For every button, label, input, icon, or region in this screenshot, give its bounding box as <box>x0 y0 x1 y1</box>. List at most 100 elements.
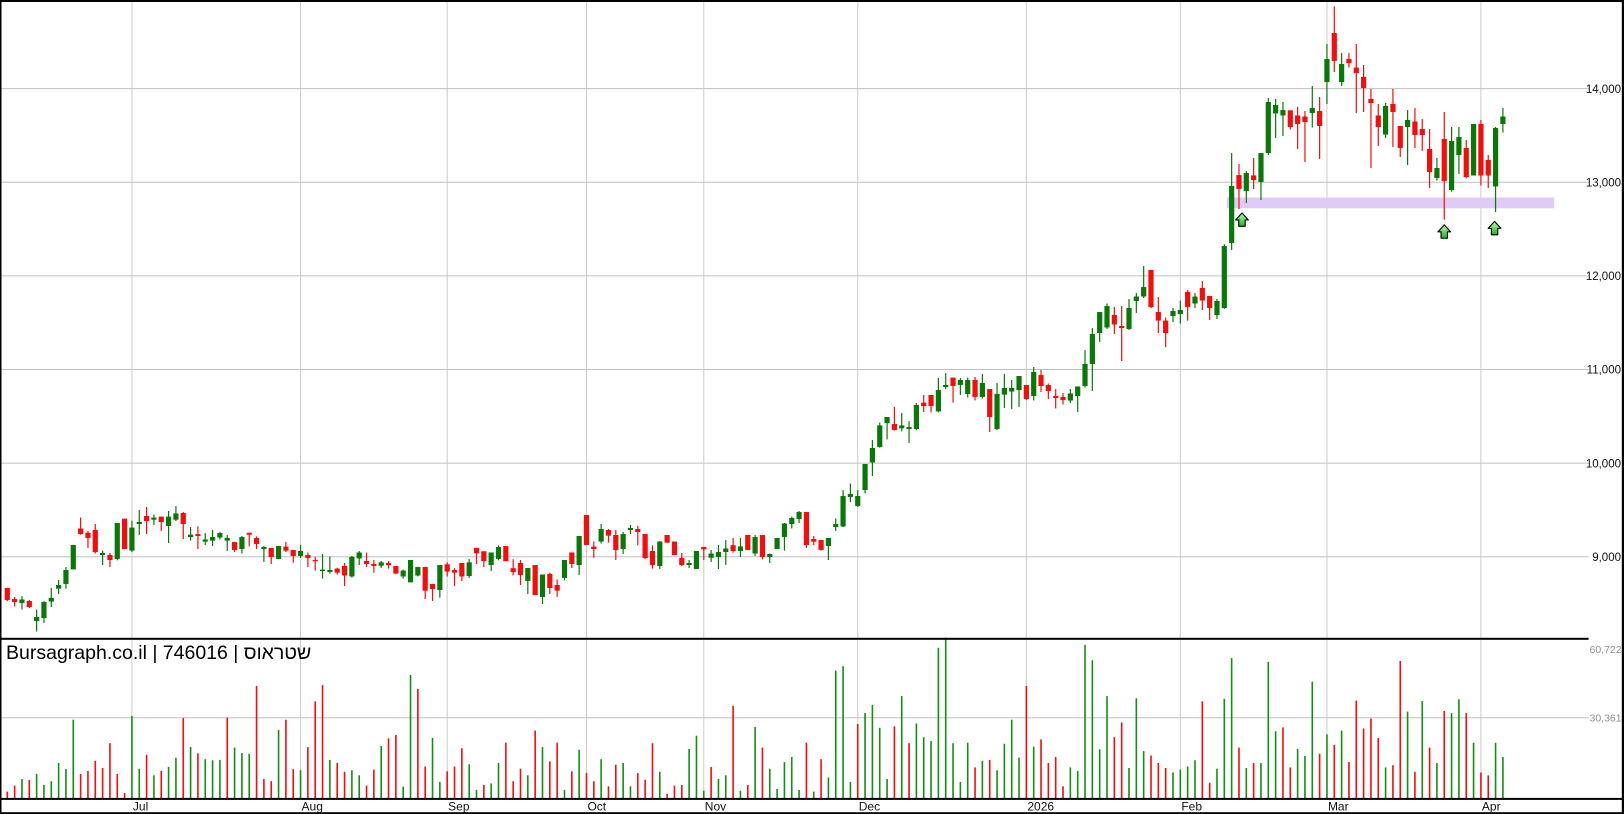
volume-bar <box>966 742 969 799</box>
axis-labels: 9,000 10,000 11,000 12,000 13,000 14,000 30,36… <box>133 84 1622 814</box>
volume-bar <box>585 773 588 799</box>
volume-bar <box>1333 744 1336 799</box>
month-label: Feb <box>1181 800 1202 814</box>
volume-bar <box>1003 743 1006 799</box>
volume-bar <box>1069 767 1072 799</box>
candle-body <box>745 534 751 550</box>
candle-body <box>979 383 985 397</box>
candle-body <box>620 534 626 550</box>
candle-body <box>1009 387 1015 392</box>
volume-bar <box>1054 757 1057 799</box>
candle-body <box>261 546 267 550</box>
volume-bar <box>827 777 830 799</box>
candle-body <box>554 584 560 591</box>
volume-tick-label: 60,722 <box>1590 644 1622 656</box>
volume-bar <box>886 779 888 799</box>
volume-bar <box>1201 701 1204 799</box>
candle-body <box>818 540 824 550</box>
volume-bar <box>761 747 764 799</box>
candle-body <box>466 562 472 576</box>
up-arrow-icon <box>1235 212 1249 227</box>
candle-body <box>840 496 846 527</box>
volume-bar <box>248 753 251 799</box>
candle-body <box>1104 306 1110 328</box>
volume-bar <box>204 759 207 799</box>
candle-body <box>613 534 619 550</box>
candle-body <box>1126 307 1132 329</box>
candle-body <box>598 528 604 542</box>
volume-bar <box>255 685 258 799</box>
volume-bar <box>724 775 727 799</box>
candle-body <box>107 555 113 560</box>
volume-bar <box>754 726 756 799</box>
candle-body <box>913 405 919 429</box>
candle-body <box>503 546 509 562</box>
volume-bar <box>1311 681 1314 799</box>
volume-bar <box>959 781 962 799</box>
candle-body <box>341 565 348 576</box>
volume-bar <box>1032 746 1035 799</box>
price-tick-label: 9,000 <box>1592 552 1621 564</box>
volume-bar <box>373 769 375 799</box>
border-right <box>1621 0 1624 814</box>
candle-body <box>1221 246 1227 308</box>
candle-body <box>759 534 766 557</box>
month-label: Apr <box>1482 800 1501 814</box>
candle-body <box>994 393 1000 429</box>
candle-body <box>1295 115 1301 124</box>
volume-bar <box>123 793 126 799</box>
candle-body <box>319 569 326 572</box>
candle-body <box>268 547 274 557</box>
month-label: Mar <box>1328 800 1349 814</box>
candle-body <box>1361 76 1367 89</box>
volume-bar <box>996 770 998 799</box>
volume-bar <box>871 704 874 799</box>
candle-body <box>1089 334 1095 364</box>
candle-body <box>737 546 744 551</box>
candle-body <box>1280 110 1286 116</box>
volume-bar <box>1120 722 1123 799</box>
candle-body <box>906 427 912 429</box>
volume-bar <box>519 768 522 799</box>
volume-bar <box>197 753 199 799</box>
volume-bar <box>541 747 544 799</box>
candle-body <box>847 493 854 497</box>
candle-body <box>1404 119 1411 127</box>
volume-bar <box>915 723 918 799</box>
volume-bar <box>490 783 492 799</box>
volume-bar <box>739 790 742 799</box>
volume-bar <box>937 647 940 799</box>
volume-bar <box>505 742 507 799</box>
candle-body <box>1053 396 1059 398</box>
month-label: Aug <box>302 800 323 814</box>
volume-bar <box>1113 737 1116 799</box>
volume-bar <box>153 775 155 799</box>
candle-body <box>1368 98 1374 104</box>
volume-bar <box>988 759 991 799</box>
volume-bar <box>453 766 456 799</box>
candle-body <box>1023 384 1029 400</box>
candle-body <box>459 562 465 577</box>
candle-body <box>371 564 377 566</box>
panel-separator <box>0 637 1589 640</box>
volume-bar <box>1443 710 1446 799</box>
candle-body <box>1075 386 1081 397</box>
candle-body <box>605 530 612 536</box>
candle-body <box>143 515 150 522</box>
volume-bar <box>1040 739 1042 799</box>
candle-body <box>56 584 62 589</box>
gridlines <box>0 2 1589 798</box>
candle-body <box>1383 106 1389 135</box>
candle-body <box>855 496 861 506</box>
volume-bar <box>101 767 104 799</box>
volume-bar <box>263 779 265 799</box>
candle-body <box>715 552 722 557</box>
candle-body <box>385 562 392 566</box>
candle-body <box>921 402 927 407</box>
volume-bar <box>666 793 668 799</box>
volume-bar <box>365 785 368 799</box>
volume-bar <box>446 771 448 799</box>
candle-body <box>437 565 443 591</box>
